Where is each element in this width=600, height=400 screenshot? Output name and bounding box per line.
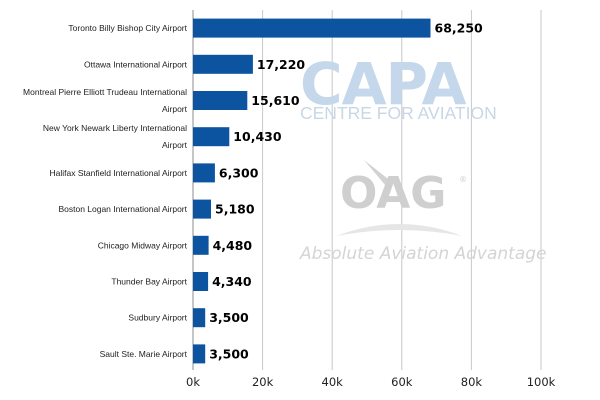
category-label: Ottawa International Airport xyxy=(84,59,188,69)
bar xyxy=(193,199,211,219)
bar xyxy=(193,235,209,255)
x-tick-label: 0k xyxy=(186,375,200,389)
value-label: 10,430 xyxy=(233,129,282,144)
category-label: Sudbury Airport xyxy=(128,313,187,323)
category-labels: Toronto Billy Bishop City Airport Ottawa … xyxy=(23,23,188,359)
x-axis-tick-labels: 0k 20k 40k 60k 80k 100k xyxy=(186,375,556,389)
oag-tagline: Absolute Aviation Advantage xyxy=(299,244,547,264)
bar xyxy=(193,18,431,38)
category-label: Toronto Billy Bishop City Airport xyxy=(68,23,187,33)
category-label-line: New York Newark Liberty International xyxy=(43,123,187,133)
value-label: 4,340 xyxy=(212,274,252,289)
category-label: Boston Logan International Airport xyxy=(58,204,187,214)
x-tick-label: 40k xyxy=(322,375,344,389)
value-label: 68,250 xyxy=(435,21,484,36)
category-label: New York Newark Liberty International Air… xyxy=(43,123,188,150)
category-label-line: Airport xyxy=(162,140,188,150)
value-labels: 68,250 17,220 15,610 10,430 6,300 5,180 4,480 4… xyxy=(209,21,483,362)
category-label-line: Chicago Midway Airport xyxy=(98,240,188,250)
bar xyxy=(193,308,206,328)
oag-logo: OAG xyxy=(340,168,446,219)
x-tick-label: 80k xyxy=(461,375,483,389)
category-label: Chicago Midway Airport xyxy=(98,240,188,250)
value-label: 4,480 xyxy=(213,238,253,253)
capa-logo: CAPA xyxy=(300,50,467,118)
oag-registered-mark: ® xyxy=(459,175,467,184)
value-label: 6,300 xyxy=(219,165,259,180)
category-label-line: Airport xyxy=(162,104,188,114)
category-label: Thunder Bay Airport xyxy=(111,277,187,287)
bars xyxy=(193,18,431,364)
value-label: 5,180 xyxy=(215,202,255,217)
category-label-line: Boston Logan International Airport xyxy=(58,204,187,214)
capa-tagline: CENTRE FOR AVIATION xyxy=(300,103,497,123)
bar xyxy=(193,344,206,364)
category-label-line: Thunder Bay Airport xyxy=(111,277,187,287)
category-label: Halifax Stanfield International Airport xyxy=(50,168,188,178)
bar xyxy=(193,163,215,183)
value-label: 17,220 xyxy=(257,57,306,72)
oag-wing-icon xyxy=(336,224,462,236)
bar xyxy=(193,91,248,110)
category-label-line: Toronto Billy Bishop City Airport xyxy=(68,23,187,33)
category-label-line: Sudbury Airport xyxy=(128,313,187,323)
bar xyxy=(193,54,253,74)
category-label: Sault Ste. Marie Airport xyxy=(100,349,188,359)
x-tick-label: 100k xyxy=(527,375,556,389)
oag-swoosh-icon xyxy=(364,160,392,186)
category-label: Montreal Pierre Elliott Trudeau Internat… xyxy=(23,87,188,114)
x-tick-label: 60k xyxy=(391,375,413,389)
bar xyxy=(193,272,209,291)
bar xyxy=(193,127,230,147)
category-label-line: Montreal Pierre Elliott Trudeau Internat… xyxy=(23,87,187,97)
watermarks: CAPA CENTRE FOR AVIATION OAG ® Absolute … xyxy=(299,50,547,264)
x-tick-label: 20k xyxy=(252,375,274,389)
category-label-line: Halifax Stanfield International Airport xyxy=(50,168,188,178)
category-label-line: Sault Ste. Marie Airport xyxy=(100,349,188,359)
category-label-line: Ottawa International Airport xyxy=(84,59,188,69)
value-label: 15,610 xyxy=(251,93,300,108)
value-label: 3,500 xyxy=(209,310,249,325)
value-label: 3,500 xyxy=(209,346,249,361)
